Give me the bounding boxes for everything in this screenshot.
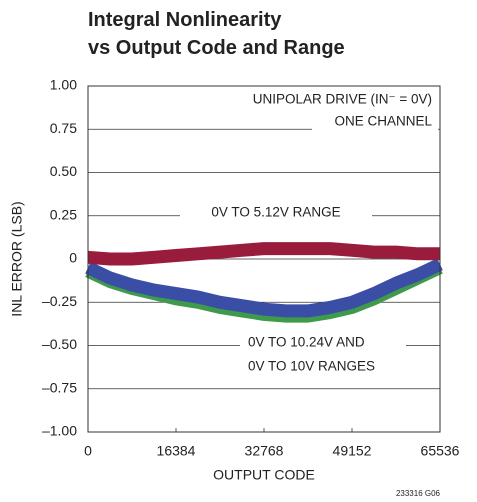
annotation: 0V TO 10.24V AND xyxy=(248,335,365,350)
annotation: 0V TO 5.12V RANGE xyxy=(211,205,340,220)
y-axis-label: INL ERROR (LSB) xyxy=(9,201,25,316)
y-tick-label: –0.50 xyxy=(42,336,77,352)
chart-title: vs Output Code and Range xyxy=(88,37,345,59)
data-band xyxy=(85,258,443,318)
x-tick-label: 0 xyxy=(84,443,92,459)
x-tick-label: 65536 xyxy=(421,443,460,459)
footnote: 233316 G06 xyxy=(396,489,441,498)
annotation: UNIPOLAR DRIVE (IN⁻ = 0V) xyxy=(253,92,432,107)
annotation: 0V TO 10V RANGES xyxy=(248,359,375,374)
y-tick-label: 0.50 xyxy=(50,163,77,179)
plot-frame xyxy=(87,85,441,433)
chart-title: Integral Nonlinearity xyxy=(88,9,282,31)
y-tick-label: 0 xyxy=(69,250,77,266)
annotations: UNIPOLAR DRIVE (IN⁻ = 0V) ONE CHANNEL 0V… xyxy=(180,90,438,377)
y-tick-label: 0.75 xyxy=(50,120,77,136)
annotation-bg xyxy=(212,90,438,110)
data-band xyxy=(87,242,440,266)
annotation-bg xyxy=(180,203,372,223)
y-tick-label: –1.00 xyxy=(42,423,77,439)
y-tick-label: 0.25 xyxy=(50,206,77,222)
x-tick-label: 16384 xyxy=(157,443,196,459)
y-tick-label: –0.75 xyxy=(42,379,77,395)
annotation-bg xyxy=(240,333,406,377)
annotation-bg xyxy=(312,113,438,133)
x-tick-label: 32768 xyxy=(245,443,284,459)
y-tick-label: 1.00 xyxy=(50,77,77,93)
annotation: ONE CHANNEL xyxy=(334,114,432,129)
x-axis-label: OUTPUT CODE xyxy=(213,467,315,483)
x-tick-label: 49152 xyxy=(333,443,372,459)
y-tick-label: –0.25 xyxy=(42,293,77,309)
